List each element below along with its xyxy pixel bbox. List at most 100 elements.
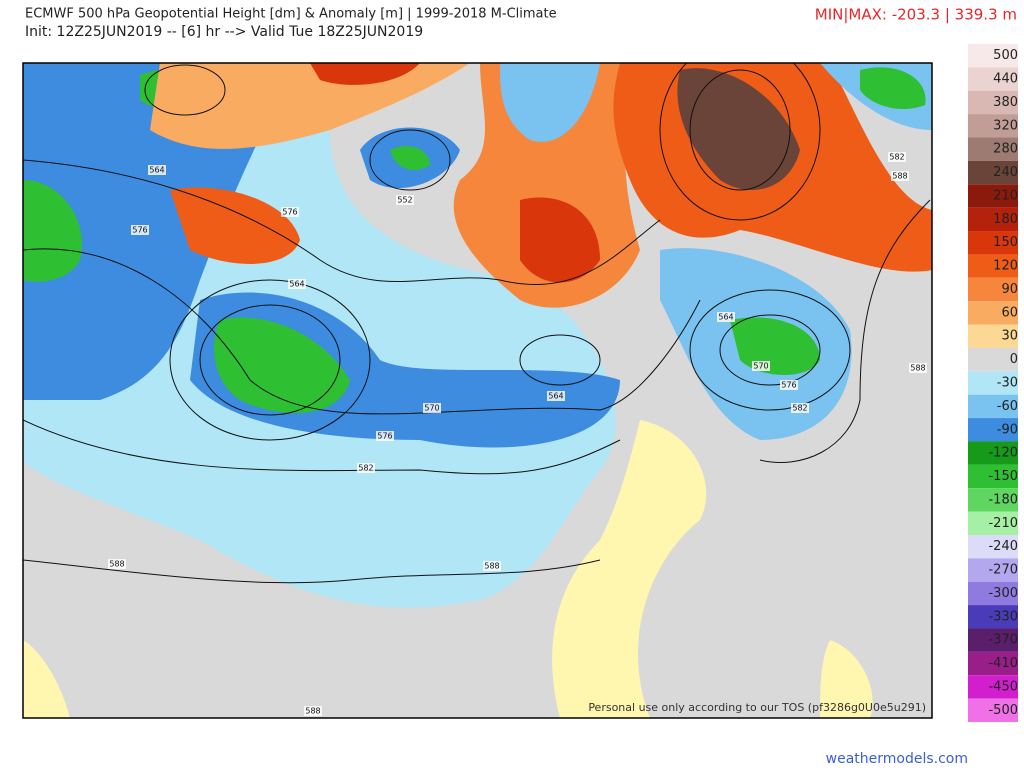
contour-label-bg: [108, 559, 126, 569]
colorbar-label: -410: [988, 656, 1018, 671]
colorbar-cell: [968, 301, 1018, 325]
contour-label-bg: [376, 431, 394, 441]
contour-label: 570: [753, 362, 768, 371]
colorbar-cell: [968, 231, 1018, 255]
contour-label-bg: [891, 171, 909, 181]
contour-label: 552: [397, 196, 412, 205]
colorbar-cell: [968, 534, 1018, 559]
contour-label-bg: [148, 165, 166, 175]
colorbar-cell: [968, 418, 1018, 442]
colorbar-cell: [968, 488, 1018, 512]
contour-label: 588: [484, 562, 499, 571]
map-frame: [22, 62, 933, 719]
contour-label-bg: [483, 561, 501, 571]
colorbar-cell: [968, 581, 1018, 606]
colorbar-label: 500: [993, 48, 1018, 63]
disclaimer: Personal use only according to our TOS (…: [588, 701, 926, 714]
anomaly-area: [552, 420, 707, 718]
colorbar-cell: [968, 371, 1018, 395]
contour-label-bg: [717, 312, 735, 322]
anomaly-area: [860, 67, 926, 110]
colorbar-cell: [968, 558, 1018, 582]
contour-label: 588: [109, 560, 124, 569]
contour-label: 570: [424, 404, 439, 413]
colorbar-label: 60: [1001, 305, 1018, 320]
contour-label: 564: [289, 280, 304, 289]
colorbar-cell: [968, 324, 1018, 348]
map-title: ECMWF 500 hPa Geopotential Height [dm] &…: [25, 7, 557, 22]
contour-label-bg: [909, 363, 927, 373]
contour-label: 576: [781, 381, 796, 390]
map-area: [23, 63, 932, 718]
anomaly-area: [310, 63, 420, 85]
colorbar-cell: [968, 160, 1018, 185]
colorbar-cell: [968, 137, 1018, 161]
colorbar-label: -90: [997, 422, 1018, 437]
contour: [23, 248, 701, 415]
contour-label: 576: [282, 208, 297, 217]
contour: [719, 314, 821, 386]
contour-label-bg: [288, 279, 306, 289]
anomaly-area: [170, 187, 300, 264]
colorbar-label: 120: [993, 259, 1018, 274]
colorbar-cell: [968, 698, 1018, 722]
contour-label: 576: [132, 226, 147, 235]
colorbar-label: -210: [988, 516, 1018, 531]
colorbar-label: -240: [988, 539, 1018, 554]
contour: [759, 199, 931, 463]
colorbar-label: 180: [993, 212, 1018, 227]
min-max: MIN|MAX: -203.3 | 339.3 m: [815, 6, 1017, 24]
colorbar-label: -180: [988, 492, 1018, 507]
contour-label: 564: [548, 392, 563, 401]
contour: [659, 63, 821, 221]
anomaly-area: [500, 63, 600, 142]
colorbar-label: 320: [993, 118, 1018, 133]
colorbar-cell: [968, 184, 1018, 208]
colorbar-label: -120: [988, 446, 1018, 461]
contour: [23, 559, 601, 584]
colorbar-cell: [968, 114, 1018, 138]
colorbar-label: -270: [988, 563, 1018, 578]
anomaly-area: [520, 197, 600, 283]
contour: [369, 129, 451, 191]
contour-label-bg: [396, 195, 414, 205]
colorbar-cell: [968, 605, 1018, 629]
colorbar-cell: [968, 67, 1018, 91]
contour-label: 564: [149, 166, 164, 175]
colorbar-label: -500: [988, 703, 1018, 718]
site-link: weathermodels.com: [826, 751, 968, 767]
contour-label-bg: [752, 361, 770, 371]
contour: [199, 304, 341, 416]
contour: [519, 334, 601, 386]
colorbar-label: 90: [1001, 282, 1018, 297]
colorbar-cell: [968, 254, 1018, 278]
colorbar-label: 240: [993, 165, 1018, 180]
colorbar-cell: [968, 347, 1018, 372]
contour-label-bg: [304, 706, 322, 716]
contour-label-bg: [888, 152, 906, 162]
contour: [169, 279, 371, 441]
contour: [689, 289, 851, 411]
colorbar-label: 280: [993, 142, 1018, 157]
colorbar-cell: [968, 277, 1018, 302]
colorbar-cell: [968, 511, 1018, 535]
contour-label-bg: [780, 380, 798, 390]
contour-label-bg: [131, 225, 149, 235]
contour-label: 582: [358, 464, 373, 473]
anomaly-area: [677, 68, 800, 190]
contour-label-bg: [791, 403, 809, 413]
colorbar-label: 210: [993, 188, 1018, 203]
anomaly-area: [390, 145, 430, 170]
colorbar-label: 150: [993, 235, 1018, 250]
colorbar-cell: [968, 90, 1018, 115]
contour: [689, 69, 791, 191]
colorbar-label: 380: [993, 95, 1018, 110]
colorbar-label: -450: [988, 679, 1018, 694]
contour-label: 564: [718, 313, 733, 322]
colorbar-cell: [968, 628, 1018, 652]
anomaly-area: [23, 640, 70, 718]
contour-label: 576: [377, 432, 392, 441]
contour-label: 582: [792, 404, 807, 413]
